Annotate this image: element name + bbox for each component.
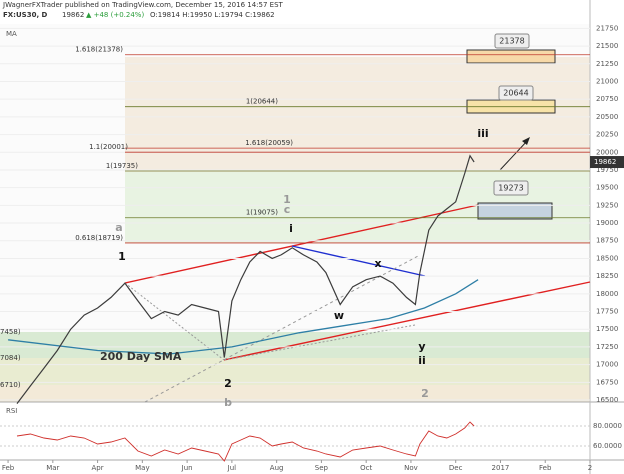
y-tick-label: 17750: [596, 308, 618, 316]
cut-label: 7458): [0, 328, 21, 336]
x-tick-label: Apr: [92, 464, 104, 472]
zone: [125, 57, 590, 172]
fib-label: 1.618(21378): [75, 46, 123, 54]
wave-label: c: [284, 203, 291, 216]
y-tick-label: 18000: [596, 290, 618, 298]
target-box: [494, 33, 530, 49]
target-zone: [477, 202, 553, 220]
fib-label: 1(19735): [106, 162, 138, 170]
sma-line: [8, 279, 479, 355]
fib-label: 0.618(18719): [75, 234, 123, 242]
indicator: MA: [6, 30, 17, 38]
last-price-box: [590, 156, 624, 169]
cut-label: 7084): [0, 354, 21, 362]
y-tick-label: 21250: [596, 60, 618, 68]
ohlc: O:19814 H:19950 L:19794 C:19862: [150, 11, 275, 19]
trend: [144, 254, 421, 403]
sma-label: 200 Day SMA: [100, 350, 182, 363]
wave-label: b: [224, 396, 232, 409]
price: 19862: [62, 11, 84, 19]
change: ▲ +48 (+0.24%): [86, 11, 144, 19]
y-tick-label: 18500: [596, 254, 618, 262]
author: JWagnerFXTrader published on TradingView…: [2, 1, 284, 9]
x-tick-label: Sep: [315, 464, 329, 472]
y-tick-label: 19000: [596, 219, 618, 227]
x-tick-label: Feb: [2, 464, 15, 472]
fib-label: 1.1(20001): [89, 143, 128, 151]
x-tick-label: May: [135, 464, 149, 472]
target-zone: [466, 49, 556, 64]
wave-label: 1: [118, 250, 126, 263]
y-tick-label: 18750: [596, 237, 618, 245]
y-tick-label: 21750: [596, 24, 618, 32]
y-tick-label: 19250: [596, 201, 618, 209]
x-tick-label: Aug: [270, 464, 284, 472]
arrow: [499, 139, 529, 171]
x-tick-label: Jun: [181, 464, 193, 472]
target-label: 21378: [499, 37, 524, 46]
arrow: [522, 137, 530, 145]
y-tick-label: 21000: [596, 77, 618, 85]
wave-label: y: [418, 340, 425, 353]
wave-label: 2: [421, 387, 429, 400]
y-tick-label: 17500: [596, 325, 618, 333]
target-box: [493, 180, 529, 196]
x-tick-label: Mar: [46, 464, 59, 472]
y-tick-label: 19750: [596, 166, 618, 174]
target-label: 19273: [498, 184, 523, 193]
y-tick-label: 17250: [596, 343, 618, 351]
x-tick-label: 2: [588, 464, 592, 472]
zone: [0, 385, 590, 402]
x-tick-label: Dec: [449, 464, 463, 472]
y-tick-label: 20500: [596, 113, 618, 121]
x-tick-label: Jul: [227, 464, 237, 472]
wave-label: 1: [283, 193, 291, 206]
wave-label: 2: [224, 377, 232, 390]
y-tick-label: 16500: [596, 396, 618, 404]
y-tick-label: 21500: [596, 42, 618, 50]
wave-label: a: [115, 221, 122, 234]
wave-label: iii: [477, 127, 488, 140]
symbol: FX:US30, D: [3, 11, 48, 19]
trend: [291, 245, 426, 277]
rsi-label: RSI: [6, 407, 17, 415]
y-tick-label: 17000: [596, 361, 618, 369]
rsi-line: [16, 421, 475, 462]
fib-label: 1.618(20059): [245, 139, 293, 147]
cut-label: 6710): [0, 381, 21, 389]
x-tick-label: Nov: [404, 464, 418, 472]
y-tick-label: 20000: [596, 148, 618, 156]
price-line: [16, 154, 475, 404]
y-tick-label: 19500: [596, 184, 618, 192]
y-tick-label: 16750: [596, 378, 618, 386]
x-tick-label: 2017: [492, 464, 510, 472]
fib-label: 1(19075): [246, 209, 278, 217]
wave-label: ii: [418, 354, 426, 367]
y-tick-label: 18250: [596, 272, 618, 280]
wave-label: w: [334, 309, 344, 322]
zone: [0, 358, 590, 385]
rsi-tick-label: 80.0000: [593, 422, 622, 430]
last-price: 19862: [594, 158, 616, 166]
y-tick-label: 20250: [596, 131, 618, 139]
x-tick-label: Feb: [539, 464, 552, 472]
x-tick-label: Oct: [360, 464, 372, 472]
target-box: [498, 85, 534, 101]
wave-label: i: [289, 222, 293, 235]
fib-label: 1(20644): [246, 98, 278, 106]
y-tick-label: 20750: [596, 95, 618, 103]
trend: [224, 324, 416, 361]
rsi-tick-label: 60.0000: [593, 442, 622, 450]
target-label: 20644: [503, 89, 528, 98]
wave-label: x: [374, 257, 381, 270]
